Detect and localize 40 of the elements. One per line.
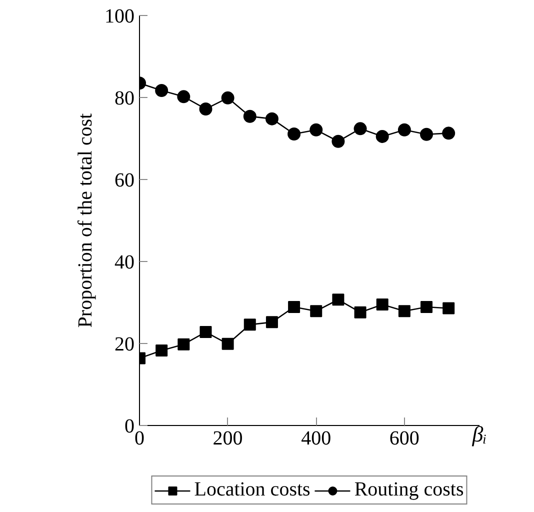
y-tick-label: 20 (114, 334, 134, 356)
point (420, 128, 434, 141)
point (354, 122, 367, 136)
point (221, 91, 234, 104)
y-tick-label: 80 (114, 88, 134, 110)
x-tick-label: 400 (301, 428, 332, 450)
legend-label: Routing costs (354, 478, 464, 502)
point (398, 123, 411, 136)
point (310, 305, 322, 318)
point (155, 84, 168, 98)
x-axis-title: βᵢ (471, 422, 487, 446)
y-axis-title: Proportion of the total cost (74, 112, 96, 328)
point (376, 298, 388, 311)
legend-label: Location costs (194, 478, 310, 502)
point (376, 130, 389, 143)
point (244, 318, 256, 331)
point (310, 123, 323, 136)
point (420, 301, 433, 314)
y-tick-label: 40 (114, 252, 134, 274)
point (332, 294, 344, 306)
point (265, 112, 278, 126)
point (243, 110, 256, 123)
point (288, 128, 301, 140)
point (442, 126, 456, 140)
y-tick-label: 100 (104, 6, 134, 28)
point (266, 316, 278, 328)
y-tick-label: 60 (114, 170, 134, 192)
point (222, 338, 234, 350)
point (199, 102, 212, 116)
point (200, 326, 212, 338)
point (156, 344, 168, 356)
point (354, 306, 366, 318)
point (288, 301, 300, 314)
x-tick-label: 200 (212, 428, 243, 450)
x-tick-label: 600 (389, 428, 420, 450)
point (442, 302, 455, 314)
point (177, 90, 190, 104)
point (332, 134, 345, 148)
point (178, 338, 190, 350)
point (398, 305, 410, 318)
